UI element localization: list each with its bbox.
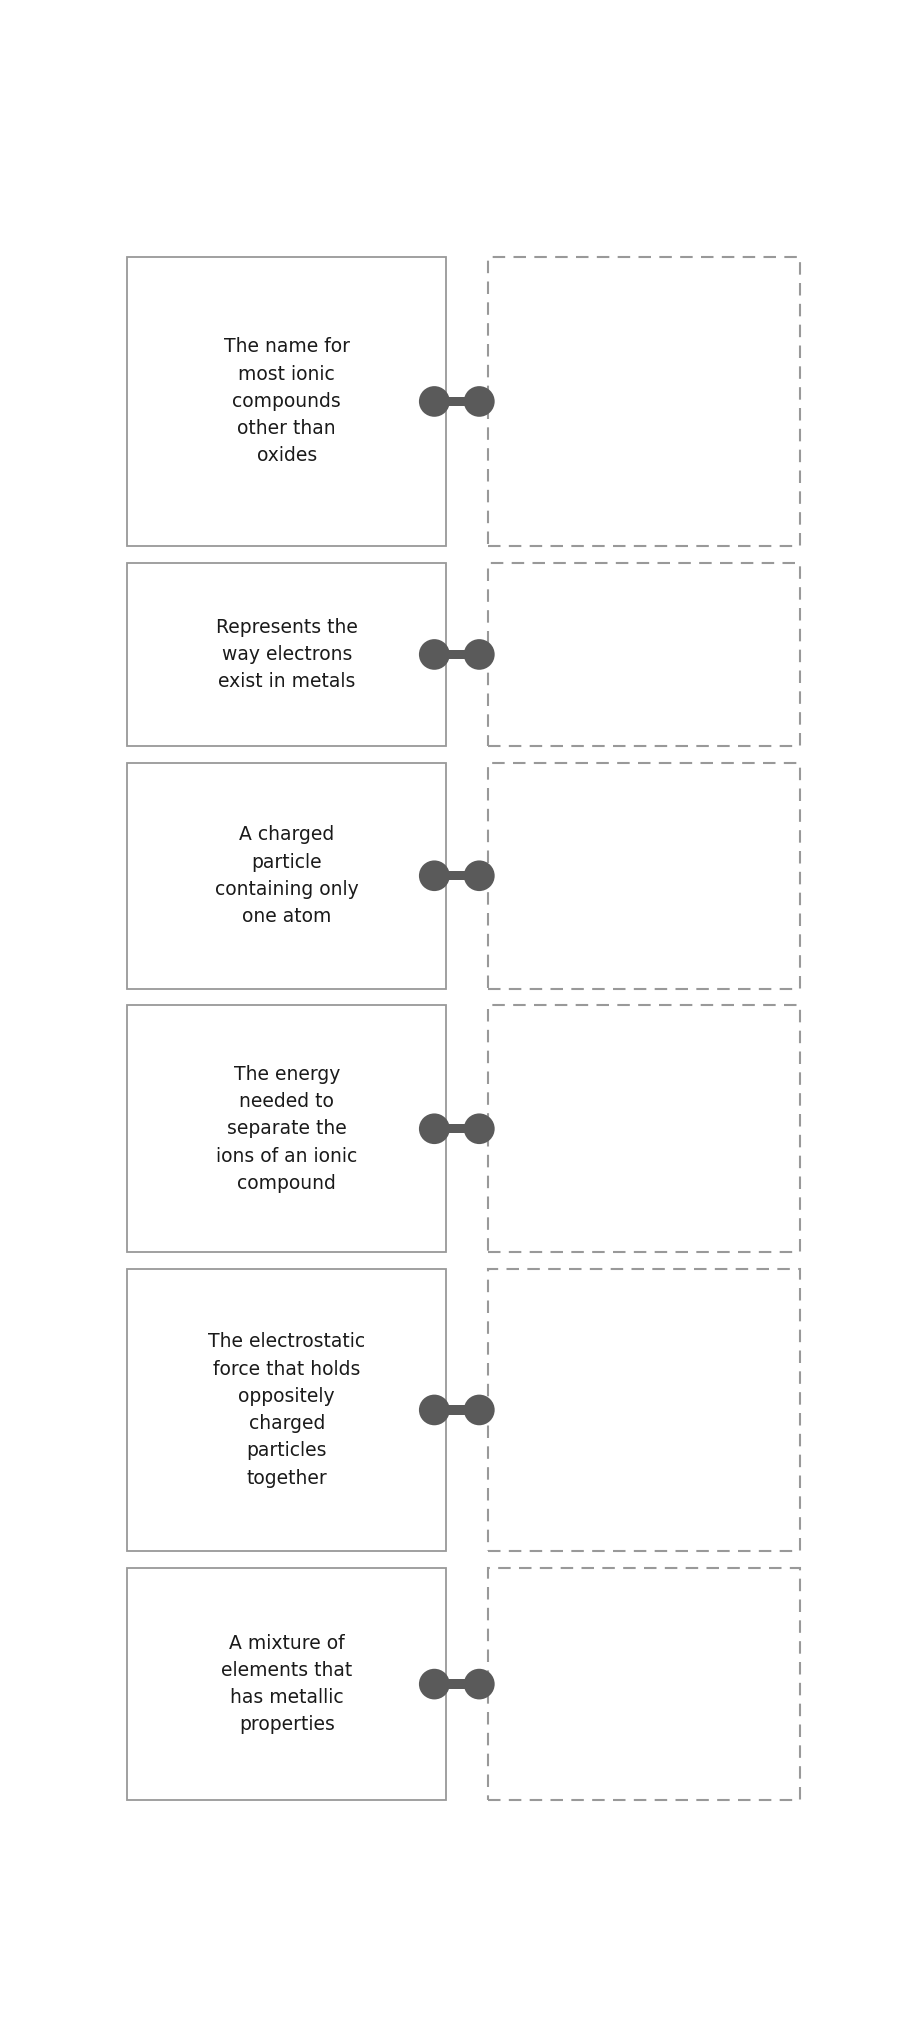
Ellipse shape (463, 1114, 495, 1145)
FancyBboxPatch shape (489, 562, 800, 746)
Ellipse shape (463, 860, 495, 890)
Ellipse shape (419, 860, 450, 890)
Text: The electrostatic
force that holds
oppositely
charged
particles
together: The electrostatic force that holds oppos… (208, 1332, 366, 1487)
Ellipse shape (419, 387, 450, 418)
Bar (434, 1406, 480, 1414)
FancyBboxPatch shape (127, 562, 446, 746)
FancyBboxPatch shape (489, 764, 800, 988)
Text: Represents the
way electrons
exist in metals: Represents the way electrons exist in me… (215, 617, 357, 691)
Text: The energy
needed to
separate the
ions of an ionic
compound: The energy needed to separate the ions o… (216, 1065, 357, 1194)
FancyBboxPatch shape (489, 257, 800, 546)
FancyBboxPatch shape (127, 1269, 446, 1550)
Ellipse shape (463, 1395, 495, 1426)
Ellipse shape (463, 387, 495, 418)
FancyBboxPatch shape (127, 1006, 446, 1253)
Ellipse shape (419, 1668, 450, 1699)
Ellipse shape (463, 640, 495, 670)
FancyBboxPatch shape (489, 1568, 800, 1801)
Ellipse shape (419, 640, 450, 670)
Ellipse shape (463, 1668, 495, 1699)
FancyBboxPatch shape (127, 257, 446, 546)
Ellipse shape (419, 1395, 450, 1426)
Bar (434, 872, 480, 880)
FancyBboxPatch shape (127, 764, 446, 988)
Text: A charged
particle
containing only
one atom: A charged particle containing only one a… (214, 825, 358, 927)
Ellipse shape (419, 1114, 450, 1145)
FancyBboxPatch shape (127, 1568, 446, 1801)
Bar (434, 1678, 480, 1689)
Bar (434, 397, 480, 405)
FancyBboxPatch shape (489, 1006, 800, 1253)
FancyBboxPatch shape (489, 1269, 800, 1550)
Text: A mixture of
elements that
has metallic
properties: A mixture of elements that has metallic … (221, 1634, 352, 1733)
Text: The name for
most ionic
compounds
other than
oxides: The name for most ionic compounds other … (224, 338, 349, 466)
Bar (434, 650, 480, 660)
Bar (434, 1124, 480, 1133)
